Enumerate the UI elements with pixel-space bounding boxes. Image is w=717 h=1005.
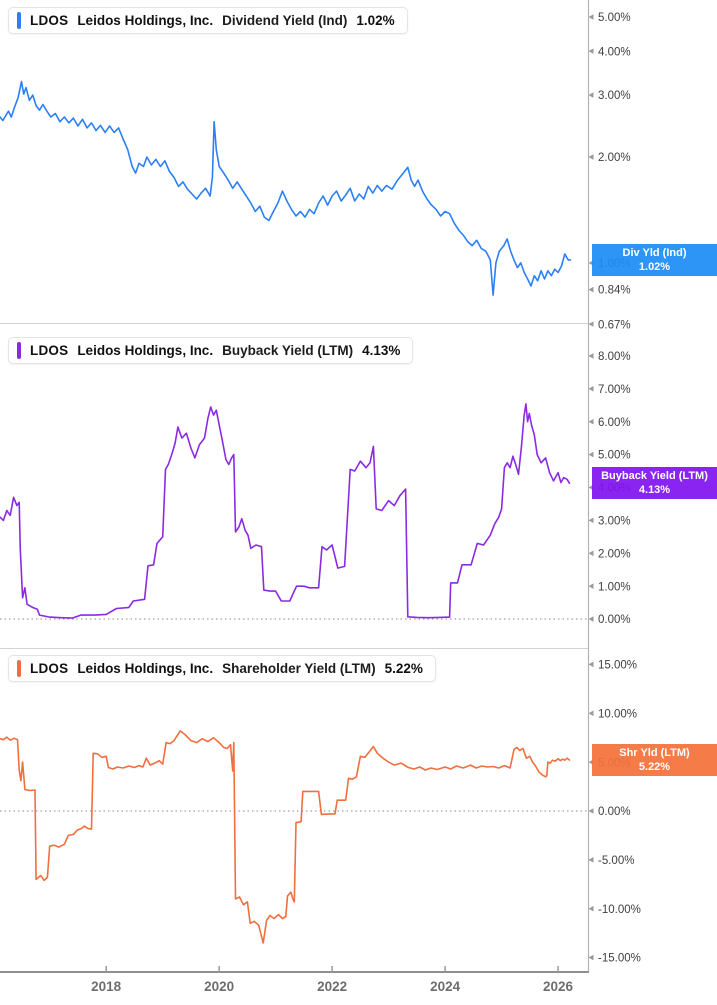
y-tick-label: -5.00% [598, 855, 634, 867]
badge-label: Shr Yld (LTM) [619, 746, 690, 759]
y-tick-label: 7.00% [598, 384, 631, 396]
legend-color-bar [17, 12, 21, 29]
badge-label: Div Yld (Ind) [622, 246, 687, 259]
legend-buyback-yield[interactable]: LDOS Leidos Holdings, Inc. Buyback Yield… [8, 337, 414, 364]
y-tick-label: 2.00% [598, 152, 631, 164]
y-tick-marker [588, 386, 594, 392]
y-tick-marker [588, 583, 594, 589]
y-tick-marker [588, 418, 594, 425]
y-tick-label: 15.00% [598, 660, 637, 672]
series-line-dividend-yield[interactable] [0, 80, 572, 296]
legend-metric: Buyback Yield (LTM) [222, 343, 354, 358]
y-tick-label: 3.00% [598, 90, 631, 102]
series-line-buyback-yield[interactable] [0, 403, 571, 619]
y-tick-marker [588, 616, 594, 622]
y-tick-marker [588, 48, 594, 54]
y-tick-marker [588, 286, 594, 293]
y-tick-marker [588, 954, 594, 961]
y-tick-label: 4.00% [598, 46, 631, 58]
y-tick-marker [588, 321, 594, 327]
legend-color-bar [17, 342, 21, 359]
series-line-shareholder-yield[interactable] [0, 730, 571, 944]
legend-metric: Shareholder Yield (LTM) [222, 661, 376, 676]
legend-value: 5.22% [384, 661, 423, 676]
y-tick-marker [588, 661, 594, 668]
y-tick-label: -10.00% [598, 904, 641, 916]
legend-company: Leidos Holdings, Inc. [77, 661, 214, 676]
badge-label: Buyback Yield (LTM) [601, 469, 708, 482]
x-tick-label: 2026 [543, 979, 574, 994]
y-tick-marker [588, 154, 594, 160]
axis-badge-shr-yld: Shr Yld (LTM) 5.22% [592, 744, 717, 776]
y-tick-marker [588, 353, 594, 359]
y-tick-label: 2.00% [598, 548, 631, 560]
y-tick-marker [588, 808, 594, 814]
badge-value: 4.13% [638, 484, 671, 496]
x-tick-label: 2018 [91, 979, 122, 994]
y-tick-label: 0.67% [598, 319, 631, 331]
x-tick-label: 2022 [317, 979, 347, 994]
y-tick-label: 0.00% [598, 806, 631, 818]
legend-value: 1.02% [356, 13, 395, 28]
y-tick-marker [588, 92, 594, 98]
legend-dividend-yield[interactable]: LDOS Leidos Holdings, Inc. Dividend Yiel… [8, 7, 408, 34]
y-tick-marker [588, 517, 594, 524]
legend-ticker: LDOS [30, 661, 69, 676]
y-tick-marker [588, 857, 594, 863]
legend-ticker: LDOS [30, 13, 69, 28]
axis-badge-buyback-yield: Buyback Yield (LTM) 4.13% [592, 467, 717, 499]
badge-value: 1.02% [638, 261, 671, 273]
legend-ticker: LDOS [30, 343, 69, 358]
legend-color-bar [17, 660, 21, 677]
legend-value: 4.13% [362, 343, 401, 358]
y-tick-label: 10.00% [598, 708, 637, 720]
badge-value: 5.22% [638, 761, 671, 773]
legend-shareholder-yield[interactable]: LDOS Leidos Holdings, Inc. Shareholder Y… [8, 655, 436, 682]
x-tick-label: 2020 [204, 979, 234, 994]
y-tick-label: 5.00% [598, 450, 631, 462]
y-tick-label: 1.00% [598, 581, 631, 593]
y-tick-label: 6.00% [598, 417, 631, 429]
axis-badge-div-yld: Div Yld (Ind) 1.02% [592, 244, 717, 276]
y-tick-label: 5.00% [598, 12, 631, 24]
y-tick-label: 0.84% [598, 285, 631, 297]
y-tick-marker [588, 451, 594, 458]
y-tick-label: 3.00% [598, 516, 631, 528]
y-tick-label: 0.00% [598, 614, 631, 626]
y-tick-marker [588, 710, 594, 717]
y-tick-label: 8.00% [598, 351, 631, 363]
legend-metric: Dividend Yield (Ind) [222, 13, 348, 28]
legend-company: Leidos Holdings, Inc. [77, 343, 214, 358]
y-tick-marker [588, 14, 594, 20]
legend-company: Leidos Holdings, Inc. [77, 13, 214, 28]
y-tick-label: -15.00% [598, 953, 641, 965]
x-tick-label: 2024 [430, 979, 461, 994]
y-tick-marker [588, 905, 594, 912]
y-tick-marker [588, 550, 594, 557]
